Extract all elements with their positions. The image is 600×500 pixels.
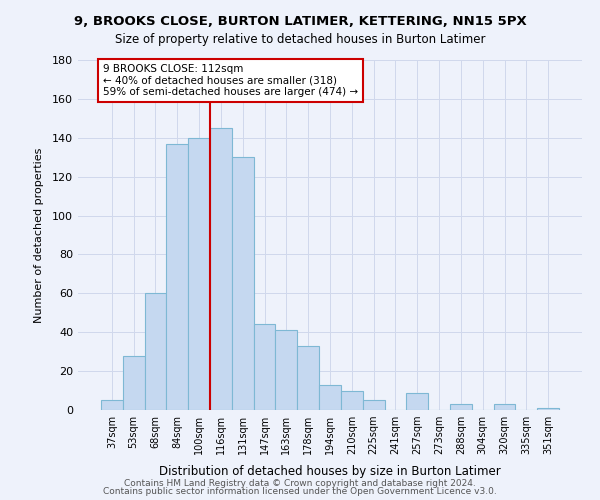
Bar: [210, 128, 232, 410]
Bar: [341, 390, 363, 410]
Bar: [319, 384, 341, 410]
Bar: [188, 138, 210, 410]
Bar: [232, 157, 254, 410]
Bar: [254, 324, 275, 410]
Bar: [494, 404, 515, 410]
Bar: [297, 346, 319, 410]
Text: 9, BROOKS CLOSE, BURTON LATIMER, KETTERING, NN15 5PX: 9, BROOKS CLOSE, BURTON LATIMER, KETTERI…: [74, 15, 526, 28]
Bar: [101, 400, 123, 410]
Bar: [123, 356, 145, 410]
Text: Contains public sector information licensed under the Open Government Licence v3: Contains public sector information licen…: [103, 487, 497, 496]
Y-axis label: Number of detached properties: Number of detached properties: [34, 148, 44, 322]
Text: Size of property relative to detached houses in Burton Latimer: Size of property relative to detached ho…: [115, 32, 485, 46]
Bar: [537, 408, 559, 410]
Bar: [145, 294, 166, 410]
Bar: [450, 404, 472, 410]
X-axis label: Distribution of detached houses by size in Burton Latimer: Distribution of detached houses by size …: [159, 466, 501, 478]
Bar: [166, 144, 188, 410]
Bar: [275, 330, 297, 410]
Bar: [406, 392, 428, 410]
Text: Contains HM Land Registry data © Crown copyright and database right 2024.: Contains HM Land Registry data © Crown c…: [124, 478, 476, 488]
Bar: [363, 400, 385, 410]
Text: 9 BROOKS CLOSE: 112sqm
← 40% of detached houses are smaller (318)
59% of semi-de: 9 BROOKS CLOSE: 112sqm ← 40% of detached…: [103, 64, 358, 97]
